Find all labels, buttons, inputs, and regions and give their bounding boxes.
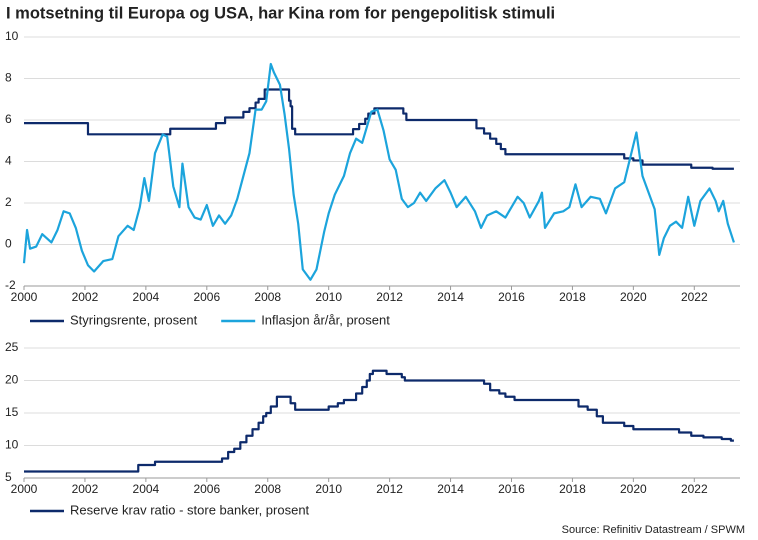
x-tick-label: 2000 — [11, 290, 38, 304]
series-line — [22, 62, 735, 281]
y-tick-label: 6 — [5, 112, 12, 126]
chart-title: I motsetning til Europa og USA, har Kina… — [6, 4, 555, 22]
y-tick-label: 2 — [5, 195, 12, 209]
x-tick-label: 2006 — [193, 290, 220, 304]
legend-label: Styringsrente, prosent — [70, 312, 198, 327]
y-tick-label: 10 — [5, 29, 19, 43]
x-tick-label: 2016 — [498, 290, 525, 304]
x-tick-label: 2008 — [254, 290, 281, 304]
series-line — [24, 88, 734, 170]
x-tick-label: 2022 — [681, 482, 708, 496]
y-tick-label: 10 — [5, 438, 19, 452]
y-tick-label: 20 — [5, 373, 19, 387]
x-tick-label: 2014 — [437, 290, 464, 304]
x-tick-label: 2014 — [437, 482, 464, 496]
x-tick-label: 2020 — [620, 482, 647, 496]
y-tick-label: 15 — [5, 405, 19, 419]
x-tick-label: 2012 — [376, 290, 403, 304]
source: Source: Refinitiv Datastream / SPWM — [562, 524, 745, 536]
x-tick-label: 2010 — [315, 482, 342, 496]
x-tick-label: 2022 — [681, 290, 708, 304]
x-tick-label: 2016 — [498, 482, 525, 496]
x-tick-label: 2006 — [193, 482, 220, 496]
y-tick-label: 0 — [5, 237, 12, 251]
y-tick-label: 5 — [5, 470, 12, 484]
x-tick-label: 2004 — [133, 482, 160, 496]
legend-label: Reserve krav ratio - store banker, prose… — [70, 502, 310, 517]
x-tick-label: 2000 — [11, 482, 38, 496]
x-tick-label: 2002 — [72, 482, 99, 496]
x-tick-label: 2018 — [559, 290, 586, 304]
x-tick-label: 2008 — [254, 482, 281, 496]
y-tick-label: 25 — [5, 340, 19, 354]
x-tick-label: 2012 — [376, 482, 403, 496]
x-tick-label: 2020 — [620, 290, 647, 304]
x-tick-label: 2004 — [133, 290, 160, 304]
y-tick-label: -2 — [5, 278, 16, 292]
x-tick-label: 2018 — [559, 482, 586, 496]
y-tick-label: 8 — [5, 71, 12, 85]
x-tick-label: 2002 — [72, 290, 99, 304]
legend-label: Inflasjon år/år, prosent — [261, 312, 390, 327]
x-tick-label: 2010 — [315, 290, 342, 304]
y-tick-label: 4 — [5, 154, 12, 168]
series-line — [24, 369, 734, 473]
